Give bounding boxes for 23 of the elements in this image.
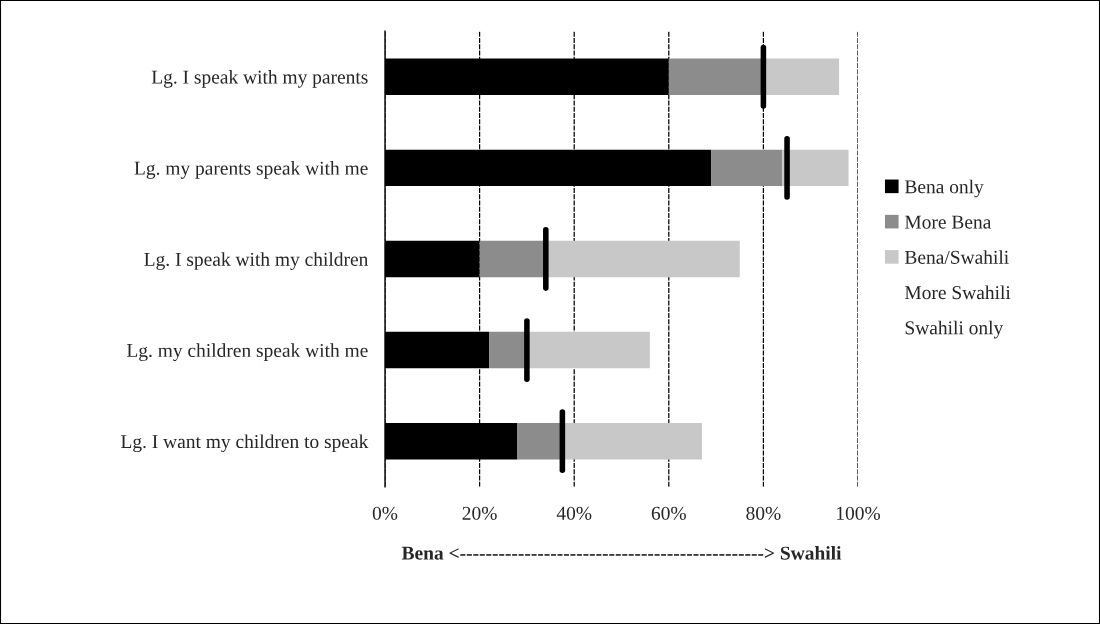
bar xyxy=(763,58,840,95)
x-tick-label: 20% xyxy=(462,506,497,520)
y-tick-label: Lg. my parents speak with me xyxy=(134,161,368,179)
x-tick-label: 40% xyxy=(556,506,592,520)
bar xyxy=(668,58,764,95)
y-tick-label: Lg. I want my children to speak xyxy=(121,434,369,453)
bar xyxy=(489,331,527,369)
legend-label: More Bena xyxy=(904,215,992,229)
x-tick-label: 0% xyxy=(372,506,398,520)
x-tick-label: 100% xyxy=(837,506,881,520)
bar xyxy=(479,240,546,278)
legend-label: Bena/Swahili xyxy=(904,250,1009,264)
text: Swahili only xyxy=(905,320,1004,339)
x-axis-title: Bena <-----------------------------------------------> Swahili xyxy=(401,546,842,560)
x-tick-label: 80% xyxy=(746,506,781,520)
y-tick-label: Lg. I speak with my parents xyxy=(151,70,368,88)
legend-label: Bena only xyxy=(904,179,984,198)
bar xyxy=(517,422,561,460)
x-tick-label: 60% xyxy=(651,506,686,520)
y-tick-label: Lg. I speak with my children xyxy=(144,252,369,270)
bar xyxy=(711,149,783,187)
text: More Swahili xyxy=(904,285,1011,300)
y-tick-label: Lg. my children speak with me xyxy=(126,343,368,362)
